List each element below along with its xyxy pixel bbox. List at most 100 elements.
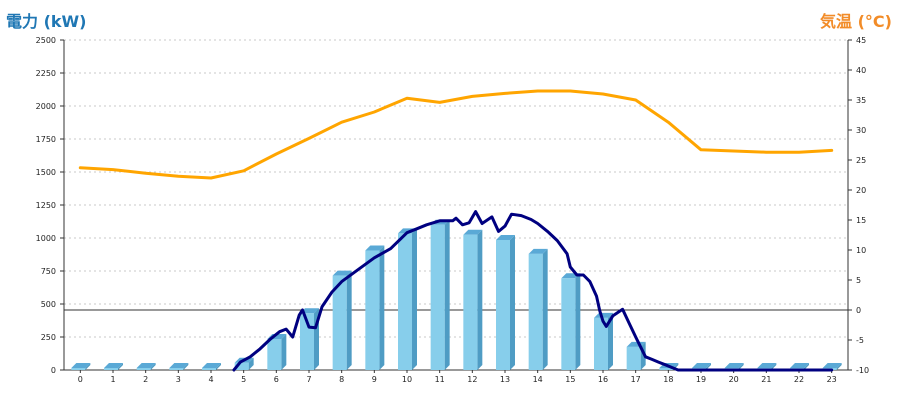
bar [594,317,608,370]
bar [169,368,184,370]
bar [659,368,674,370]
right-tick-label: 5 [856,276,861,285]
x-tick-label: 12 [467,375,477,384]
bar-side [444,219,450,370]
right-tick-label: 20 [856,186,866,195]
bar-side [248,357,254,370]
x-tick-label: 15 [565,375,575,384]
left-tick-label: 1000 [36,234,56,243]
left-axis-title: 電力 (kW) [6,12,87,31]
power-line [232,210,834,372]
x-tick-label: 13 [500,375,510,384]
left-tick-label: 1500 [36,168,56,177]
left-tick-label: 500 [41,300,56,309]
right-tick-label: 15 [856,216,866,225]
left-tick-label: 1250 [36,201,56,210]
bar-side [183,363,189,370]
right-tick-label: -10 [856,366,869,375]
left-tick-label: 2250 [36,69,56,78]
bar-side [510,234,515,370]
bar [528,253,543,370]
bar-top [496,234,515,240]
x-tick-label: 17 [631,375,641,384]
bar-side [608,312,613,370]
bar [626,346,641,370]
bar-top [724,363,744,368]
right-tick-label: -5 [856,336,864,345]
right-tick-label: 0 [856,306,861,315]
left-tick-label: 250 [41,333,56,342]
x-tick-label: 2 [143,375,148,384]
bar-top [332,270,352,276]
x-tick-label: 16 [598,375,608,384]
x-tick-label: 6 [274,375,279,384]
right-axis-title: 気温 (°C) [820,12,892,31]
bar-top [202,363,221,368]
bar-top [822,363,842,368]
x-tick-label: 18 [663,375,673,384]
bar-top [169,363,189,368]
bar-side [542,248,548,370]
x-tick-label: 23 [827,375,837,384]
x-tick-label: 1 [110,375,115,384]
bar-side [706,363,711,370]
bar [463,234,478,370]
left-tick-label: 750 [41,267,56,276]
right-tick-label: 45 [856,36,866,45]
bar [234,362,249,370]
x-tick-label: 4 [208,375,213,384]
bar-side [804,363,809,370]
x-tick-label: 3 [176,375,181,384]
bar-side [575,273,581,370]
bar-top [104,363,123,368]
x-tick-label: 14 [533,375,543,384]
bar-top [365,245,385,251]
bar [104,368,118,370]
bar-side [412,228,417,370]
bar-top [790,363,809,368]
x-tick-label: 9 [372,375,377,384]
bar [496,239,510,370]
bar-side [281,333,287,370]
left-tick-label: 1750 [36,135,56,144]
bar-top [594,312,613,318]
bar-side [836,363,842,370]
bar [267,338,282,370]
bar-side [150,363,156,370]
bar [430,224,445,370]
bar-top [692,363,711,368]
bar [136,368,151,370]
left-tick-label: 2000 [36,102,56,111]
right-tick-label: 10 [856,246,866,255]
bar-side [85,363,91,370]
temperature-line [78,89,834,180]
x-tick-label: 10 [402,375,412,384]
bar-top [757,363,777,368]
x-tick-label: 21 [761,375,771,384]
bar-top [528,248,548,254]
right-tick-label: 40 [856,66,866,75]
bar-top [71,363,91,368]
bar [365,250,380,370]
x-tick-label: 11 [435,375,445,384]
bar-side [216,363,221,370]
bar-side [738,363,744,370]
bar [332,275,347,370]
bar-side [379,245,385,370]
left-tick-label: 0 [51,366,56,375]
bar-side [118,363,123,370]
x-tick-label: 19 [696,375,706,384]
right-tick-label: 35 [856,96,866,105]
x-tick-label: 20 [729,375,739,384]
x-tick-label: 8 [339,375,344,384]
left-tick-label: 2500 [36,36,56,45]
x-tick-label: 5 [241,375,246,384]
bar [71,368,86,370]
bar-top [136,363,156,368]
bar-top [463,229,483,235]
bar-side [771,363,777,370]
bar [398,233,412,370]
bar [561,278,576,370]
